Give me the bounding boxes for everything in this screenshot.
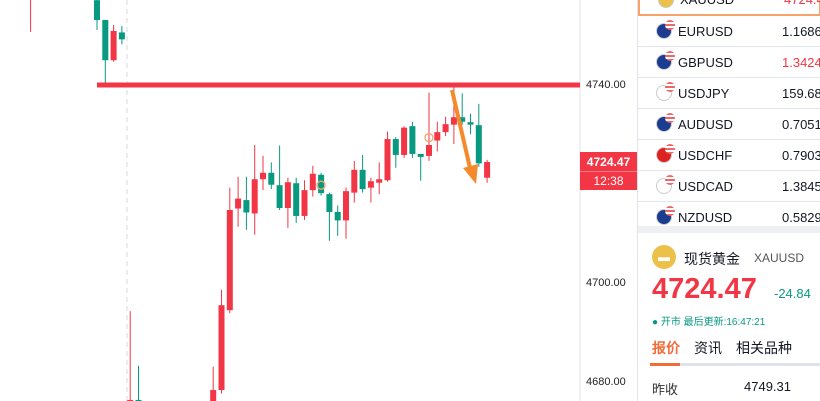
chart-canvas[interactable] [0, 0, 637, 401]
current-price-tag: 4724.47 12:38 [580, 152, 637, 190]
symbol-price: 1.1686 [782, 23, 820, 39]
symbol-label: AUDUSD [678, 116, 733, 132]
symbol-label: EURUSD [678, 23, 733, 39]
tab-indicator [650, 363, 820, 366]
instrument-name: 现货黄金 [684, 251, 740, 267]
candle-body [426, 145, 432, 156]
watchlist-row-eurusd[interactable]: EURUSD 1.1686 [638, 16, 820, 47]
y-tick-4680: 4680.00 [586, 376, 626, 388]
candle-body [434, 132, 441, 141]
candle-body [359, 169, 366, 190]
candle-body [343, 191, 349, 221]
trade-marker-icon [316, 180, 326, 190]
prev-close-value: 4749.31 [744, 379, 791, 394]
candle-body [293, 183, 300, 216]
currency-flag-icon [656, 51, 675, 70]
instrument-price: 4724.47 [652, 273, 757, 305]
currency-flag-icon [656, 113, 675, 132]
resistance-line [97, 82, 580, 88]
symbol-price: 159.68 [782, 85, 820, 101]
candle-body [284, 182, 291, 209]
candle-body [417, 153, 424, 157]
candle-body [102, 20, 109, 61]
candle-body [392, 139, 399, 155]
y-tick-4700: 4700.00 [586, 277, 626, 289]
candle-body [94, 0, 100, 21]
symbol-label: GBPUSD [678, 54, 733, 70]
trade-marker-icon [424, 132, 434, 143]
symbol-label: USDCHF [678, 147, 733, 163]
symbol-label: USDCAD [678, 178, 733, 194]
watchlist-row-audusd[interactable]: AUDUSD 0.7051 [638, 109, 820, 140]
candle-body [409, 126, 416, 154]
candle-body [450, 117, 457, 125]
currency-flag-icon [658, 0, 674, 8]
divider [638, 226, 820, 233]
candle-body [401, 127, 408, 155]
symbol-price: 0.7903 [782, 147, 820, 163]
candle-body [351, 169, 358, 193]
tab-news[interactable]: 资讯 [694, 340, 722, 356]
candle-body [260, 172, 266, 180]
candle-body [276, 185, 283, 209]
symbol-label: USDJPY [678, 85, 730, 101]
symbol-label: XAUUSD [680, 0, 780, 7]
trend-arrow-shaft [450, 89, 472, 169]
currency-flag-icon [656, 82, 675, 101]
candle-body [210, 390, 217, 401]
trend-arrow-head-icon [463, 164, 478, 184]
candle-body [268, 172, 275, 185]
candle-body [235, 198, 242, 209]
currency-flag-icon [656, 175, 675, 194]
candle-body [318, 174, 325, 194]
candle-body [376, 179, 383, 183]
tab-quote[interactable]: 报价 [652, 340, 680, 356]
candlestick-chart[interactable]: 4740.00 4700.00 4680.00 4724.47 12:38 [0, 0, 637, 401]
symbol-price: 0.5829 [782, 209, 820, 225]
prev-close-label: 昨收 [652, 382, 679, 397]
candle-body [384, 139, 391, 181]
symbol-price: 1.3845 [782, 178, 820, 194]
candle-body [226, 209, 233, 311]
symbol-price: 1.3424 [782, 54, 820, 70]
symbol-label: NZDUSD [678, 209, 733, 225]
candle-body [243, 200, 250, 213]
currency-flag-icon [656, 144, 675, 163]
watchlist-row-gbpusd[interactable]: GBPUSD 1.3424 [638, 47, 820, 78]
symbol-price: 4724.4 [784, 0, 820, 7]
instrument-code: XAUUSD [754, 251, 805, 265]
symbol-price: 0.7051 [782, 116, 820, 132]
candle-body [334, 211, 341, 221]
tab-related[interactable]: 相关品种 [736, 340, 792, 356]
market-status: ● 开市 最后更新:16:47:21 [652, 317, 766, 328]
right-panel: XAUUSD 4724.4 EURUSD 1.1686 GBPUSD 1.3424 USDJ… [637, 0, 820, 401]
candle-body [484, 162, 491, 178]
watchlist-row-usdjpy[interactable]: USDJPY 159.68 [638, 78, 820, 109]
candle-body [251, 179, 258, 214]
candle-body [467, 122, 474, 125]
current-price-label: 4724.47 [586, 155, 631, 169]
candle-body [135, 399, 142, 401]
candle-body [218, 305, 225, 391]
watchlist-row-usdchf[interactable]: USDCHF 0.7903 [638, 140, 820, 171]
candle-body [118, 32, 125, 40]
y-tick-4740: 4740.00 [586, 79, 626, 91]
instrument-change: -24.84 [774, 286, 811, 301]
candle-body [110, 30, 117, 61]
currency-flag-icon [656, 20, 675, 39]
candle-body [301, 190, 308, 216]
watchlist-row-xauusd[interactable]: XAUUSD 4724.4 [638, 0, 820, 16]
candle-body [127, 399, 134, 401]
currency-flag-icon [656, 206, 675, 225]
candle-body [475, 125, 482, 164]
gold-bars-icon: ▬ [652, 245, 676, 269]
watchlist-row-usdcad[interactable]: USDCAD 1.3845 [638, 171, 820, 202]
candle-body [459, 117, 466, 122]
detail-tabs: 报价 资讯 相关品种 [652, 338, 792, 358]
candle-countdown: 12:38 [580, 171, 637, 190]
candle-body [442, 124, 449, 133]
candle-body [326, 194, 333, 212]
candle-body [367, 181, 374, 188]
candle-body [309, 173, 316, 191]
